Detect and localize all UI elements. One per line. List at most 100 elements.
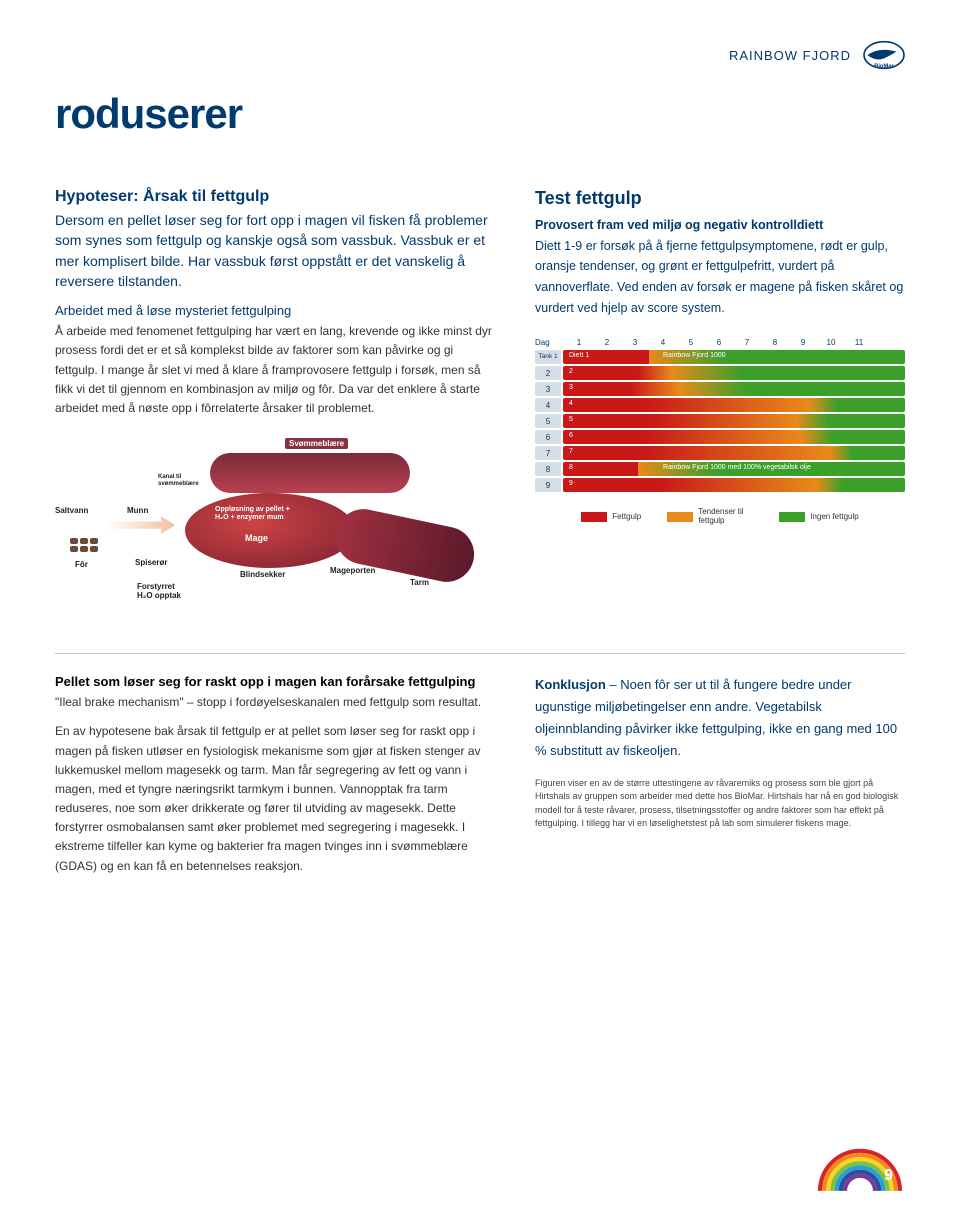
rainbow-label: Rainbow Fjord 1000 [663,352,726,359]
header: RAINBOW FJORD BioMar [729,40,905,70]
row-first-label: 4 [569,400,573,407]
chart-bar: 7 [563,446,905,460]
day-col: 2 [593,338,621,347]
chart-row: 33 [535,382,905,396]
chart-rows: Tank 1Diett 1Rainbow Fjord 1000223344556… [535,350,905,492]
label-swim-bladder: Svømmeblære [285,438,348,449]
feed-pellets [70,538,105,552]
legend-item: Tendenser til fettgulp [667,508,753,526]
day-col: 8 [761,338,789,347]
intro-text: Dersom en pellet løser seg for fort opp … [55,210,495,291]
chart-row: 77 [535,446,905,460]
swim-bladder-shape [210,453,410,493]
label-stomach: Mage [245,533,268,543]
chart-legend: Fettgulp Tendenser til fettgulp Ingen fett… [535,508,905,526]
tank-cell: 6 [535,430,561,444]
legend-label: Tendenser til fettgulp [698,508,753,526]
chart-row: 55 [535,414,905,428]
water-arrow [105,516,175,534]
day-col: 5 [677,338,705,347]
chart-row: Tank 1 Diett 1 Rainbow Fjord 1000 [535,350,905,364]
test-heading: Test fettgulp [535,188,905,209]
tank-cell: Tank 1 [535,350,561,364]
chart-bar: 4 [563,398,905,412]
label-dissolve: Oppløsning av pellet + H₂O + enzymer mum [215,506,305,521]
right-column: Test fettgulp Provosert fram ved miljø o… [535,188,905,618]
chart-row: 88 Rainbow Fjord 1000 med 100% vegetabils… [535,462,905,476]
row-first-label: 5 [569,416,573,423]
legend-swatch [581,512,607,522]
biomar-logo: BioMar [863,40,905,70]
fish-digestive-diagram: Svømmeblære Saltvann Munn Fôr Spiserør K… [55,438,475,618]
tank-cell: 2 [535,366,561,380]
legend-label: Ingen fettgulp [810,513,858,522]
fettgulp-chart: Dag 1234567891011 Tank 1Diett 1Rainbow F… [535,338,905,526]
legend-swatch [779,512,805,522]
tank-cell: 9 [535,478,561,492]
bottom-left: Pellet som løser seg for raskt opp i mag… [55,674,495,886]
test-subhead: Provosert fram ved miljø og negativ kont… [535,218,823,232]
bottom-p1: "Ileal brake mechanism" – stopp i fordøy… [55,693,495,712]
legend-label: Fettgulp [612,513,641,522]
row-first-label: 7 [569,448,573,455]
day-col: 4 [649,338,677,347]
conclusion: Konklusjon – Noen fôr ser ut til å funge… [535,674,905,762]
bottom-p2: En av hypotesene bak årsak til fettgulp … [55,722,495,876]
chart-bar: 3 [563,382,905,396]
veg-oil-label: Rainbow Fjord 1000 med 100% vegetabilsk … [663,464,811,471]
section-title: Arbeidet med å løse mysteriet fettgulpin… [55,303,495,318]
chart-row: 99 [535,478,905,492]
day-col: 6 [705,338,733,347]
day-col: 7 [733,338,761,347]
label-feed: Fôr [75,560,88,569]
bottom-section: Pellet som løser seg for raskt opp i mag… [55,653,905,886]
label-esophagus: Spiserør [135,558,167,567]
conclusion-prefix: Konklusjon [535,677,606,692]
label-channel: Kanal til svømmeblære [158,474,198,487]
label-saltwater: Saltvann [55,506,88,515]
label-mouth: Munn [127,506,148,515]
bottom-right: Konklusjon – Noen fôr ser ut til å funge… [535,674,905,886]
left-column: Hypoteser: Årsak til fettgulp Dersom en … [55,188,495,618]
body-text: Å arbeide med fenomenet fettgulping har … [55,322,495,418]
label-intestine: Tarm [410,578,429,587]
tank-cell: 3 [535,382,561,396]
row-first-label: 3 [569,384,573,391]
figure-caption: Figuren viser en av de større uttestinge… [535,777,905,831]
label-pylorus: Mageporten [330,566,375,575]
day-label: Dag [535,338,565,347]
stomach-shape [185,493,355,568]
chart-bar: 8 Rainbow Fjord 1000 med 100% vegetabilsk… [563,462,905,476]
brand-text: RAINBOW FJORD [729,48,851,63]
chart-row: 66 [535,430,905,444]
day-col: 1 [565,338,593,347]
row-first-label: 8 [569,464,573,471]
legend-item: Fettgulp [581,508,641,526]
day-col: 10 [817,338,845,347]
hypothesis-heading: Hypoteser: Årsak til fettgulp [55,188,495,206]
legend-item: Ingen fettgulp [779,508,858,526]
test-body: Provosert fram ved miljø og negativ kont… [535,215,905,318]
row-first-label: 2 [569,368,573,375]
page-title: roduserer [55,90,905,138]
row-first-label: 6 [569,432,573,439]
chart-bar: 2 [563,366,905,380]
chart-row: 44 [535,398,905,412]
row-first-label: 9 [569,480,573,487]
chart-bar: Diett 1 Rainbow Fjord 1000 [563,350,905,364]
test-description: Diett 1-9 er forsøk på å fjerne fettgulp… [535,239,903,315]
bottom-title: Pellet som løser seg for raskt opp i mag… [55,674,495,689]
page-number: 9 [884,1167,893,1185]
row-first-label: Diett 1 [569,352,589,359]
chart-day-header: Dag 1234567891011 [535,338,905,347]
chart-bar: 9 [563,478,905,492]
chart-bar: 5 [563,414,905,428]
day-col: 3 [621,338,649,347]
tank-cell: 5 [535,414,561,428]
chart-row: 22 [535,366,905,380]
day-col: 11 [845,338,873,347]
day-col: 9 [789,338,817,347]
svg-text:BioMar: BioMar [874,64,894,70]
legend-swatch [667,512,693,522]
tank-cell: 4 [535,398,561,412]
